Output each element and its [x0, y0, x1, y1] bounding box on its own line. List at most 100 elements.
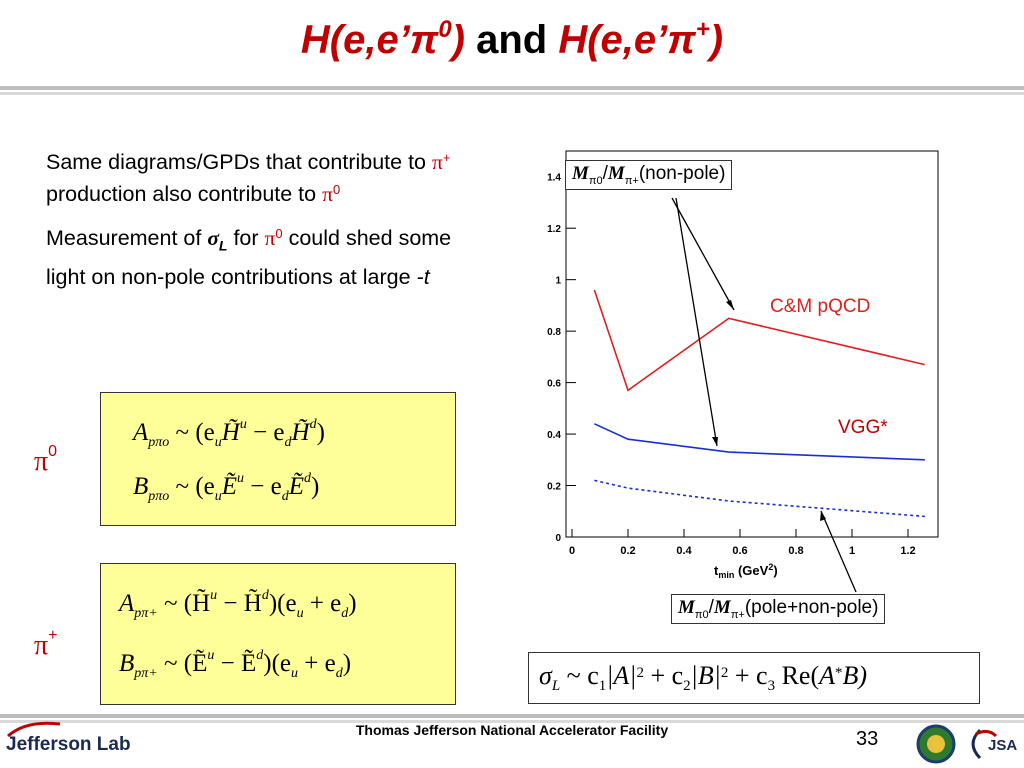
label-vgg: VGG*: [838, 417, 888, 438]
pi0-A-H: H̃: [221, 419, 240, 446]
piplus-A-eu-sub: u: [296, 606, 304, 621]
arrow-to-dashed: [820, 510, 857, 593]
piplus-eq-B: Bpπ+ ~ (Ẽu − Ẽd)(eu + ed): [119, 648, 351, 682]
title-divider-light: [0, 92, 1024, 95]
pi0-A-rhs: ~ (e: [175, 419, 215, 446]
piplus-label-pi: π: [34, 630, 49, 661]
bullet-2-text3: could shed some light on non-pole contri…: [46, 226, 452, 290]
piplus-A-sub: pπ+: [134, 606, 158, 621]
bullet-2-t: -t: [416, 265, 430, 290]
piplus-A-ed-sub: d: [341, 606, 349, 621]
sigma-l-equation: σL ~ c1|A|2 + c2|B|2 + c3 Re(A*B): [528, 652, 980, 704]
sigma-abs-a: |A|: [606, 661, 637, 690]
callout-pole-nonpole: Mπ0/Mπ+(pole+non-pole): [671, 594, 886, 624]
bullet-2: Measurement of σL for π0 could shed some…: [46, 222, 466, 293]
pi0-label-sup: 0: [48, 443, 58, 460]
x-tick-label: 0: [569, 545, 575, 557]
callout-top-m1: M: [572, 163, 589, 184]
y-tick-label: 1.2: [547, 224, 561, 235]
callout-top-sub1: π0: [588, 174, 603, 187]
sigma-c3-sub: 3: [767, 678, 776, 695]
y-tick-label: 0.6: [547, 379, 561, 390]
footer-divider-light: [0, 720, 1024, 723]
piplus-B-eu-sub: u: [291, 666, 298, 681]
sigma-c2: + c: [643, 661, 684, 690]
arrowhead-cm: [726, 300, 734, 310]
pi0-B-close: ): [311, 473, 320, 500]
arrowhead-dashed: [820, 511, 826, 521]
callout-top-sub2: π+: [624, 174, 639, 187]
piplus-B-eu: )(e: [263, 650, 291, 677]
callout-bottom-m1: M: [678, 597, 695, 618]
sigma-a-star: A: [819, 661, 835, 690]
footer-divider: [0, 714, 1024, 718]
jefferson-lab-logo: Jefferson Lab: [6, 734, 131, 755]
piplus-A-H2-sup: d: [261, 588, 269, 603]
jsa-logo-icon: JSA: [971, 728, 1017, 760]
pi0-A-sub: pπo: [148, 435, 170, 450]
piplus-A-close: ): [348, 590, 357, 617]
sigma-c1-sub: 1: [598, 678, 607, 695]
bullet-2-sub: L: [218, 237, 228, 254]
callout-bottom-text: (pole+non-pole): [744, 597, 879, 618]
piplus-B: B: [119, 650, 135, 677]
pi0-eq-A: Apπo ~ (euH̃u − edH̃d): [133, 417, 325, 451]
bullet-2-text2: for: [227, 226, 265, 250]
bullet-2-pi: π: [264, 226, 276, 250]
pi0-eq-B: Bpπo ~ (euẼu − edẼd): [133, 471, 320, 505]
slide-title: H(e,e’π0) and H(e,e’π+): [0, 18, 1024, 63]
chart-series: [593, 289, 925, 518]
x-tick-label: 1: [849, 545, 855, 557]
pi0-label-pi: π: [34, 446, 49, 477]
sigma-c2-sub: 2: [683, 678, 691, 695]
bullet-1-sup2: 0: [332, 182, 341, 197]
jefferson-lab-swoosh-icon: [7, 721, 61, 738]
sigma-lhs: σ: [539, 661, 552, 690]
piplus-label: π+: [34, 627, 58, 662]
piplus-B-rhs: ~ (Ẽ: [164, 650, 208, 677]
pi0-A-H-sup: u: [239, 417, 247, 432]
pi0-A-H2-sup: d: [309, 417, 317, 432]
pi0-B-E: Ẽ: [221, 473, 238, 500]
arrow-to-cm: [671, 197, 735, 311]
pi0-A-H2: H̃: [291, 419, 310, 446]
sigma-end: B): [842, 661, 868, 690]
piplus-A: A: [119, 590, 135, 617]
pi0-A: A: [133, 419, 149, 446]
bullet-2-sup: 0: [275, 226, 283, 241]
x-axis-ticks: 0 0.2 0.4 0.6 0.8 1 1.2: [569, 529, 916, 557]
label-cm-pqcd: C&M pQCD: [770, 296, 871, 317]
x-axis-label: tmin (GeV2): [714, 562, 778, 580]
callout-nonpole: Mπ0/Mπ+(non-pole): [565, 160, 733, 190]
pi0-B-eu-sub: u: [214, 489, 222, 504]
sigma-star: *: [835, 665, 843, 681]
y-tick-label: 0.8: [547, 327, 561, 338]
pi0-B-E-sup: u: [237, 471, 245, 486]
pi0-label: π0: [34, 443, 58, 478]
callout-bottom-slash: /: [708, 597, 714, 618]
callout-top-text: (non-pole): [638, 163, 726, 184]
x-tick-label: 0.4: [676, 545, 692, 557]
bullet-1-text2: production also contribute to: [46, 182, 323, 206]
piplus-B-E-sup: u: [207, 648, 215, 663]
pi0-A-ed-sub: d: [284, 435, 292, 450]
callout-bottom-sub2: π+: [730, 608, 745, 621]
arrowhead-vgg: [712, 437, 718, 446]
pi0-A-minus: − e: [246, 419, 285, 446]
piplus-B-sub: pπ+: [134, 666, 158, 681]
title-left-close: ): [451, 18, 465, 62]
piplus-eq-A: Apπ+ ~ (H̃u − H̃d)(eu + ed): [119, 588, 357, 622]
bullet-1-pi2: π: [322, 182, 333, 206]
pi0-B-E2: Ẽ: [288, 473, 305, 500]
x-tick-label: 0.2: [620, 545, 635, 557]
piplus-B-E2-sup: d: [256, 648, 264, 663]
y-tick-label: 1.4: [547, 173, 561, 184]
piplus-label-sup: +: [48, 627, 58, 644]
series-line-vgg: [594, 423, 925, 461]
pi0-equation-box: Apπo ~ (euH̃u − edH̃d) Bpπo ~ (euẼu − ed…: [100, 392, 456, 526]
series-line-c-m-pqcd: [593, 289, 925, 392]
piplus-B-ed: + e: [298, 650, 336, 677]
pi0-B-E2-sup: d: [304, 471, 312, 486]
pi0-B: B: [133, 473, 149, 500]
title-divider: [0, 86, 1024, 90]
